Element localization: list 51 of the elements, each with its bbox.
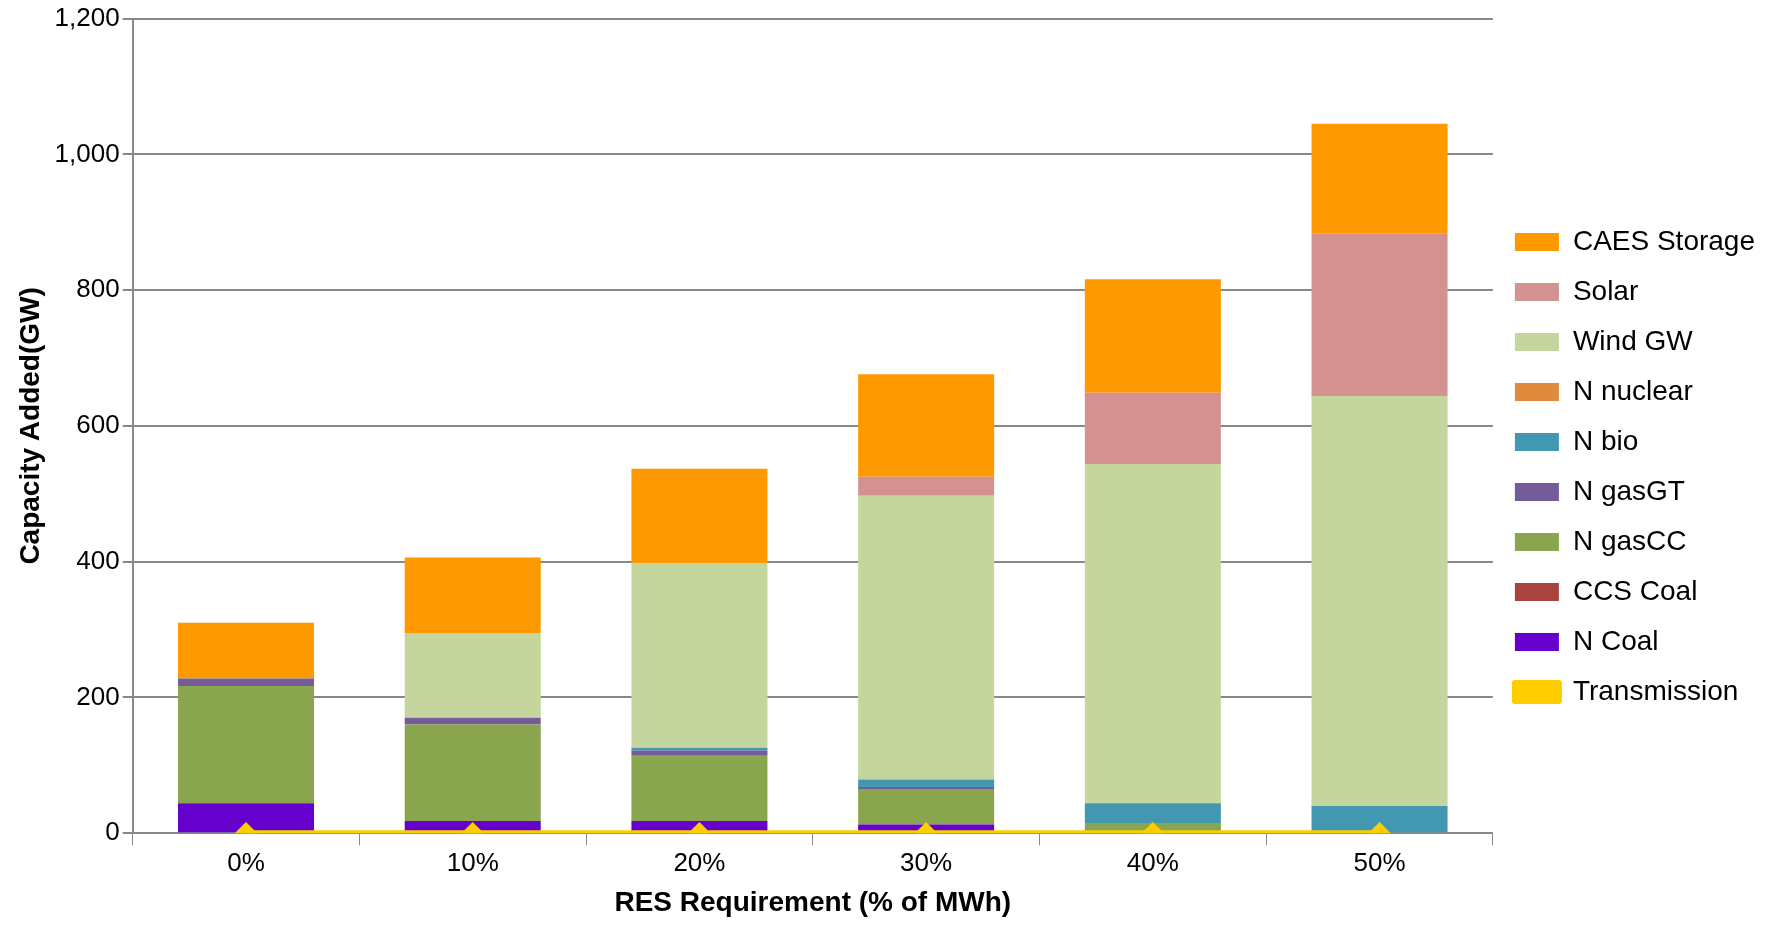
bar [1084, 803, 1221, 824]
legend-label: Transmission [1572, 674, 1739, 706]
legend-label: N nuclear [1572, 374, 1693, 406]
bar [178, 622, 315, 679]
bar [178, 803, 315, 833]
bar [178, 685, 315, 804]
bar [178, 678, 315, 686]
x-tick-label: 50% [1353, 846, 1406, 877]
bar [1311, 806, 1448, 833]
x-tick-label: 30% [900, 846, 953, 877]
legend-label: CCS Coal [1572, 574, 1698, 606]
bar [858, 779, 995, 788]
y-tick-label: 400 [76, 544, 120, 575]
bar [404, 724, 541, 821]
y-tick-label: 1,000 [54, 137, 120, 168]
legend-label: N Coal [1572, 624, 1659, 656]
legend-label: Solar [1572, 274, 1639, 306]
y-tick-label: 1,200 [54, 1, 120, 32]
y-axis-title: Capacity Added(GW) [13, 287, 45, 565]
legend-label: Wind GW [1572, 324, 1694, 356]
bar [1084, 279, 1221, 393]
bar [631, 468, 768, 564]
x-tick-label: 40% [1126, 846, 1179, 877]
legend-label: N gasGT [1572, 474, 1685, 506]
legend-label: N gasCC [1572, 524, 1687, 556]
legend-label: CAES Storage [1572, 224, 1756, 256]
x-tick-label: 10% [446, 846, 499, 877]
bar [858, 789, 995, 825]
bar [858, 495, 995, 780]
bar [858, 476, 995, 496]
bar [631, 750, 768, 756]
bar [858, 374, 995, 477]
x-tick-label: 0% [227, 846, 265, 877]
bar [1084, 463, 1221, 804]
bar [1084, 392, 1221, 464]
y-tick-label: 800 [76, 273, 120, 304]
bar [631, 755, 768, 821]
bar [858, 787, 995, 790]
y-tick-label: 0 [105, 816, 120, 847]
bar [404, 557, 541, 633]
bar [631, 563, 768, 748]
y-tick-label: 600 [76, 409, 120, 440]
legend-label: N bio [1572, 424, 1639, 456]
x-axis-title: RES Requirement (% of MWh) [614, 885, 1012, 917]
bar [404, 717, 541, 725]
x-tick-label: 20% [673, 846, 726, 877]
bar [1311, 396, 1448, 807]
bar [404, 632, 541, 718]
y-tick-label: 200 [76, 680, 120, 711]
bar [1311, 233, 1448, 397]
bar [1311, 123, 1448, 234]
